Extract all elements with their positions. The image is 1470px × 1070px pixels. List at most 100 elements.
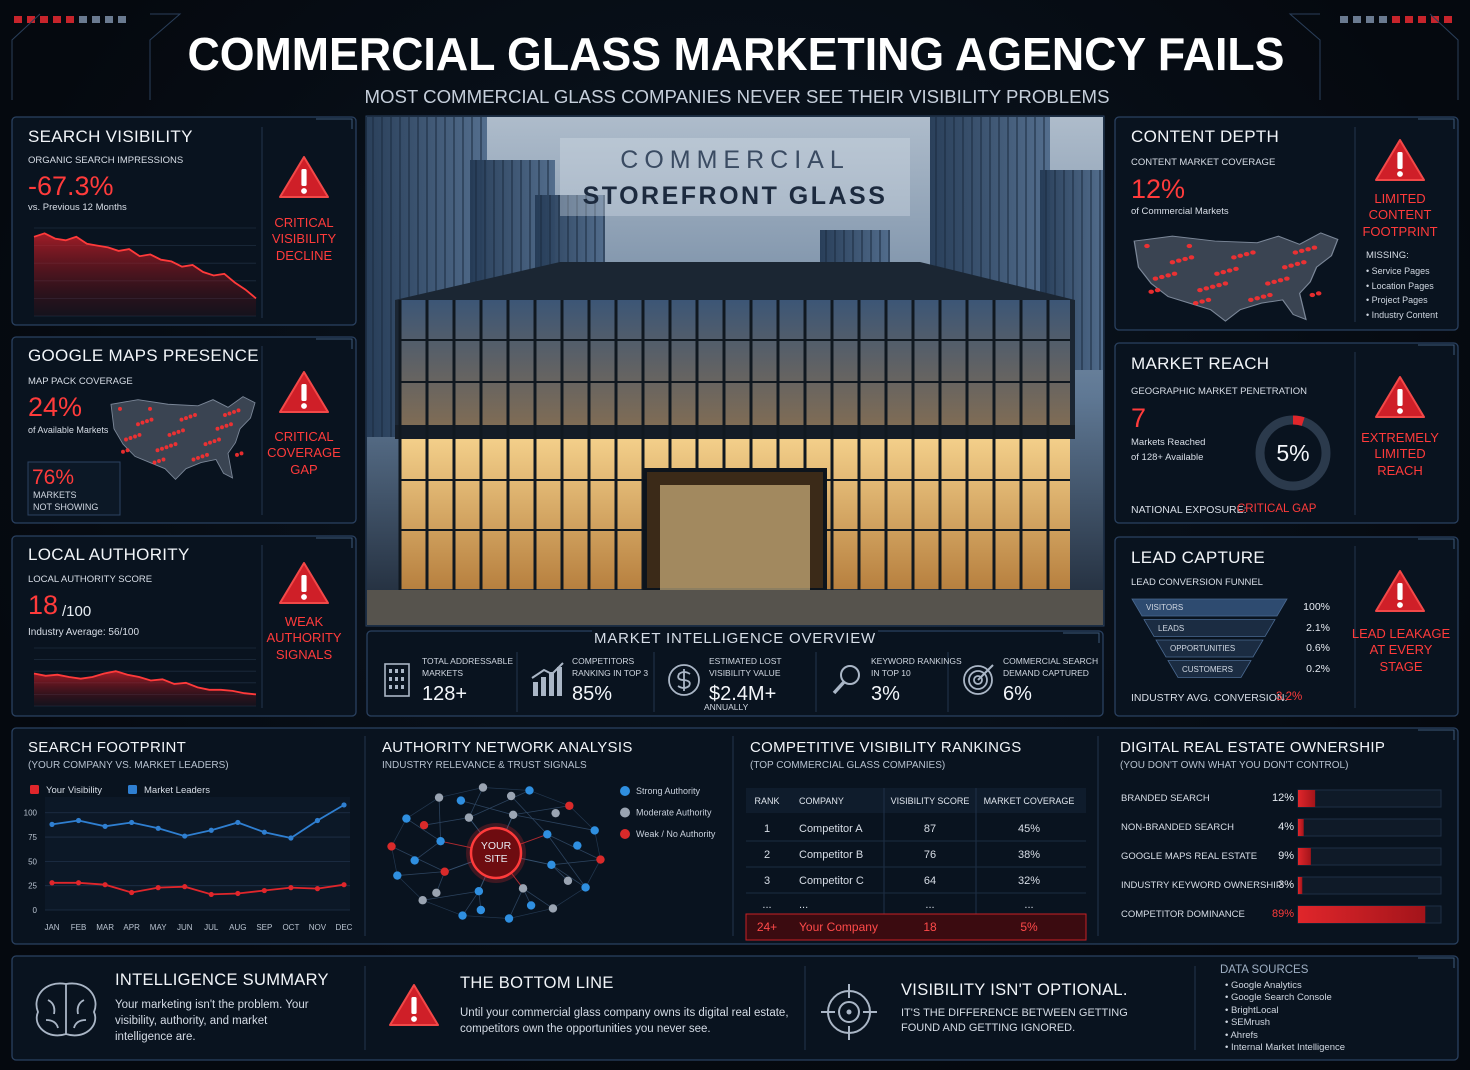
- network-edge: [406, 797, 440, 819]
- alert-text: CRITICAL VISIBILITY DECLINE: [271, 215, 337, 263]
- network-edge: [468, 787, 484, 818]
- map-dot: [133, 434, 137, 439]
- network-node: [402, 814, 411, 823]
- network-node: [525, 786, 534, 795]
- funnel-stage: [1155, 639, 1264, 658]
- network-node: [548, 904, 558, 913]
- network-edge: [397, 871, 445, 876]
- network-edge: [569, 805, 595, 831]
- mini-area: [34, 671, 256, 706]
- header-stripe: [1431, 16, 1439, 23]
- metric-value: 12%: [1131, 174, 1186, 204]
- map-dot: [137, 432, 142, 437]
- table-cell: Competitor B: [799, 849, 863, 861]
- map-dot: [1250, 250, 1256, 255]
- metric-note: Industry Average: 56/100: [28, 627, 140, 638]
- network-edge: [508, 888, 524, 919]
- alert-bar: [411, 997, 417, 1014]
- y-tick-label: 25: [28, 882, 37, 891]
- series-point: [208, 827, 214, 833]
- map-dot: [235, 452, 239, 457]
- map-dot: [200, 454, 205, 459]
- mini-area: [34, 233, 256, 316]
- brain-icon: [35, 982, 97, 1037]
- legend-swatch: [30, 785, 39, 794]
- panel-title: DIGITAL REAL ESTATE OWNERSHIP: [1120, 739, 1386, 756]
- table-cell: ...: [799, 899, 808, 911]
- x-tick-label: JUL: [204, 923, 219, 932]
- map-dot: [1154, 287, 1161, 293]
- map-dot: [215, 426, 220, 431]
- alert-bar: [1397, 583, 1403, 600]
- series-point: [235, 890, 241, 897]
- map-dot: [164, 445, 169, 450]
- bar-label: BRANDED SEARCH: [1121, 793, 1210, 804]
- funnel-label: CUSTOMERS: [1182, 664, 1233, 674]
- map-dot: [203, 442, 208, 447]
- map-dot: [236, 408, 241, 413]
- network-edge: [508, 908, 554, 919]
- exposure-value: CRITICAL GAP: [1237, 503, 1317, 515]
- missing-label: MARKETS: [33, 490, 77, 500]
- map-dot: [205, 452, 209, 457]
- series-point: [49, 880, 55, 886]
- bar-label: NON-BRANDED SEARCH: [1121, 822, 1234, 833]
- table-cell: 18: [923, 920, 937, 934]
- series-point: [49, 821, 55, 828]
- source-item: BrightLocal: [1225, 1005, 1279, 1016]
- source-item: Google Analytics: [1225, 980, 1302, 991]
- alert-text: LEAD LEAKAGE AT EVERY STAGE: [1351, 626, 1451, 674]
- panel-title: AUTHORITY NETWORK ANALYSIS: [382, 739, 633, 756]
- map-dot: [173, 442, 178, 447]
- map-dot: [1284, 276, 1290, 281]
- icon: [384, 663, 410, 697]
- panel-corner: [316, 537, 353, 548]
- series-point: [75, 880, 82, 886]
- map-dot: [179, 417, 184, 422]
- alert-text: LIMITED CONTENT FOOTPRINT: [1362, 191, 1438, 239]
- map-dot: [239, 451, 244, 456]
- icon: [963, 665, 993, 695]
- map-dot: [1176, 258, 1182, 263]
- metric-label: LEAD CONVERSION FUNNEL: [1131, 577, 1263, 588]
- alert-bar: [301, 575, 307, 592]
- hero-banner: [560, 138, 910, 216]
- table-header: COMPANY: [799, 796, 844, 806]
- x-tick-label: NOV: [309, 923, 327, 932]
- metric-note: vs. Previous 12 Months: [28, 202, 127, 213]
- map-dot: [136, 422, 140, 427]
- legend-dot: [620, 786, 630, 796]
- network-edge: [513, 814, 595, 831]
- map-dot: [176, 429, 181, 434]
- map-dot: [1222, 281, 1229, 286]
- icon: [549, 672, 554, 696]
- map-dot: [1152, 276, 1159, 281]
- network-edge: [391, 846, 398, 876]
- map-dot: [188, 414, 193, 419]
- map-dot: [1301, 260, 1307, 265]
- header-stripe: [14, 16, 22, 23]
- table-cell: Your Company: [799, 920, 878, 934]
- legend-label: Moderate Authority: [636, 808, 712, 818]
- map-dot: [191, 457, 196, 462]
- crosshair-center: [846, 1009, 852, 1015]
- map-dot: [1197, 287, 1203, 293]
- alert-bar: [1397, 389, 1403, 406]
- legend-dot: [620, 829, 630, 839]
- missing-item: Industry Content: [1366, 310, 1438, 321]
- overview-note: ANNUALLY: [704, 702, 749, 712]
- icon: [401, 677, 404, 681]
- network-node: [418, 896, 427, 905]
- y-tick-label: 100: [24, 809, 38, 818]
- panel-title: GOOGLE MAPS PRESENCE: [28, 346, 259, 365]
- series-point: [102, 882, 108, 888]
- series-point: [235, 819, 241, 826]
- network-node: [474, 887, 484, 896]
- table-cell: ...: [1024, 899, 1033, 911]
- series-point: [341, 882, 347, 888]
- funnel-label: VISITORS: [1146, 603, 1184, 612]
- icon: [395, 685, 398, 689]
- map-dot: [1315, 291, 1322, 296]
- legend-label: Market Leaders: [144, 785, 210, 796]
